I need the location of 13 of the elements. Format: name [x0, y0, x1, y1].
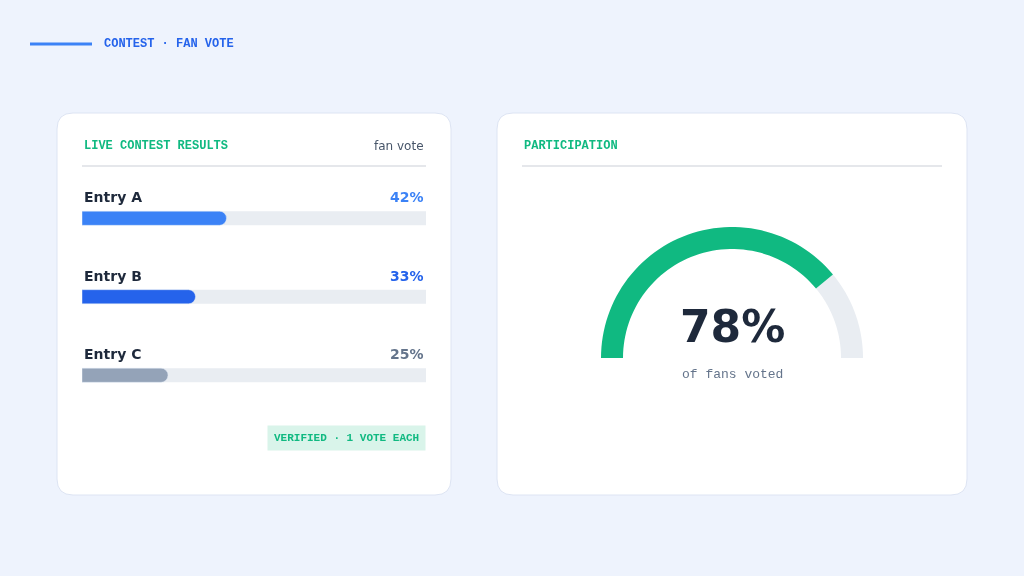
text: of fans voted	[682, 367, 784, 382]
data-label: 42%	[390, 189, 424, 205]
chart-title: LIVE CONTEST RESULTS	[84, 139, 229, 153]
text: VERIFIED · 1 VOTE EACH	[274, 432, 420, 444]
y-tick-label: Entry A	[84, 189, 143, 205]
text: CONTEST · FAN VOTE	[104, 37, 234, 51]
data-label: 33%	[390, 268, 424, 284]
y-tick-label: Entry C	[84, 346, 142, 362]
y-tick-label: Entry B	[84, 268, 142, 284]
chart-subtitle: fan vote	[374, 139, 424, 153]
data-label: 25%	[390, 346, 424, 362]
chart-title: PARTICIPATION	[524, 139, 618, 153]
data-label: 78%	[680, 301, 786, 352]
